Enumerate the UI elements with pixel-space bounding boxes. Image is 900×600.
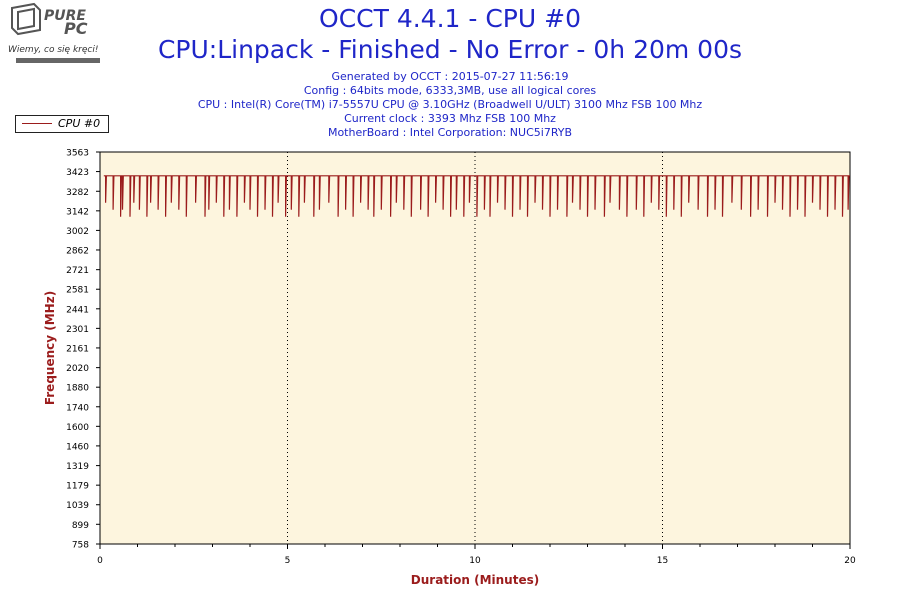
- info-cpu: CPU : Intel(R) Core(TM) i7-5557U CPU @ 3…: [197, 98, 703, 111]
- y-tick-label: 1740: [66, 403, 89, 413]
- y-tick-label: 1460: [66, 442, 89, 452]
- legend-label: CPU #0: [58, 117, 101, 130]
- x-axis-label: Duration (Minutes): [411, 573, 539, 587]
- info-generated: Generated by OCCT : 2015-07-27 11:56:19: [331, 70, 569, 83]
- y-axis-label: Frequency (MHz): [43, 291, 57, 405]
- y-tick-label: 3142: [66, 207, 89, 217]
- legend-swatch: [22, 123, 52, 124]
- x-tick-label: 5: [285, 556, 291, 566]
- x-tick-label: 0: [97, 556, 103, 566]
- y-tick-label: 758: [72, 541, 89, 551]
- chart-legend: CPU #0: [15, 115, 109, 133]
- y-tick-label: 899: [72, 521, 89, 531]
- x-tick-label: 15: [657, 556, 668, 566]
- y-tick-label: 1880: [66, 384, 89, 394]
- y-tick-label: 1179: [66, 482, 89, 492]
- y-tick-label: 2862: [66, 246, 89, 256]
- series-line-cpu0: [103, 175, 850, 217]
- svg-text:PURE: PURE: [44, 8, 86, 24]
- y-tick-label: 2721: [66, 266, 89, 276]
- y-tick-label: 2581: [66, 286, 89, 296]
- y-tick-label: 3423: [66, 168, 89, 178]
- y-tick-label: 1600: [66, 423, 89, 433]
- y-tick-label: 2020: [66, 364, 89, 374]
- svg-text:PC: PC: [64, 19, 88, 38]
- y-tick-label: 1319: [66, 462, 89, 472]
- x-tick-label: 10: [469, 556, 481, 566]
- info-clock: Current clock : 3393 Mhz FSB 100 Mhz: [344, 112, 556, 125]
- y-tick-label: 3563: [66, 149, 89, 159]
- y-tick-label: 2161: [66, 344, 89, 354]
- info-motherboard: MotherBoard : Intel Corporation: NUC5i7R…: [327, 126, 573, 139]
- y-tick-label: 1039: [66, 501, 89, 511]
- y-tick-label: 2441: [66, 305, 89, 315]
- logo-tagline: Wiemy, co się kręci!: [8, 45, 98, 55]
- y-tick-label: 3282: [66, 188, 89, 198]
- purepc-logo: PURE PC Wiemy, co się kręci!: [4, 2, 112, 70]
- y-tick-label: 2301: [66, 325, 89, 335]
- y-tick-label: 3002: [66, 227, 89, 237]
- chart-title: OCCT 4.4.1 - CPU #0: [319, 4, 581, 33]
- x-tick-label: 20: [844, 556, 856, 566]
- chart-subtitle: CPU:Linpack - Finished - No Error - 0h 2…: [157, 35, 743, 64]
- info-config: Config : 64bits mode, 6333,3MB, use all …: [303, 84, 597, 97]
